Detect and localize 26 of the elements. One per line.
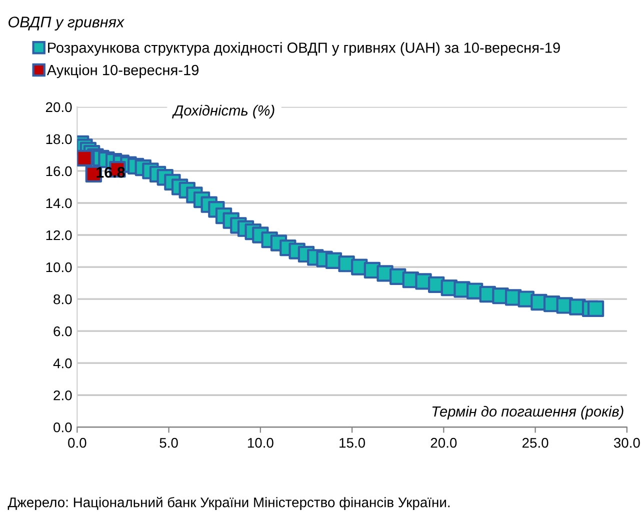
y-tick-label: 0.0 — [54, 422, 72, 432]
chart-title: ОВДП у гривнях — [8, 16, 125, 30]
y-tick-label: 20.0 — [46, 102, 72, 112]
legend-label: Аукціон 10-вересня-19 — [46, 64, 199, 78]
x-tick-label: 15.0 — [340, 438, 366, 448]
y-tick-label: 4.0 — [53, 358, 72, 368]
y-axis-title: Дохідність (%) — [172, 104, 274, 119]
y-tick-label: 18.0 — [46, 134, 72, 144]
x-tick-label: 0.0 — [68, 438, 86, 448]
point — [77, 150, 93, 166]
y-tick-label: 6.0 — [54, 326, 72, 336]
x-tick-label: 10.0 — [248, 438, 274, 448]
y-tick-label: 10.0 — [46, 262, 72, 272]
x-tick-label: 30.0 — [614, 438, 640, 448]
y-tick-label: 2.0 — [54, 390, 72, 400]
text: Джерело: Національний банк України Міністерство фінансів України. — [8, 496, 450, 510]
legend-label: Розрахункова структура дохідності ОВДП у гривнях (UAH) за 10-вересня-19 — [48, 42, 560, 56]
x-tick-label: 20.0 — [430, 438, 457, 448]
y-tick-label: 14.0 — [46, 198, 72, 208]
y-tick-label: 16.0 — [46, 166, 72, 176]
y-tick-label: 8.0 — [54, 294, 72, 304]
x-tick-label: 5.0 — [160, 438, 178, 448]
y-tick-label: 12.0 — [46, 230, 72, 240]
x-axis-title: Термін до погашення (років) — [432, 406, 624, 420]
x-tick-label: 25.0 — [522, 438, 548, 448]
point — [587, 300, 604, 317]
